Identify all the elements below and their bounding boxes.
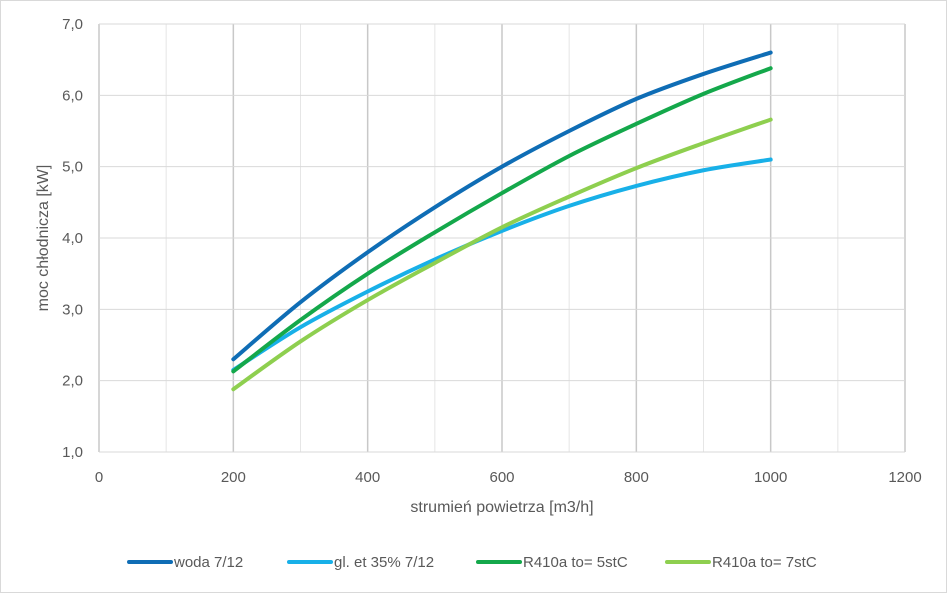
- legend-label: R410a to= 5stC: [523, 554, 628, 571]
- series-line-2: [231, 157, 773, 372]
- legend-item: gl. et 35% 7/12: [287, 554, 434, 571]
- x-tick-label: 400: [355, 469, 380, 486]
- legend-label: woda 7/12: [173, 554, 243, 571]
- series-line-4: [231, 117, 773, 392]
- y-axis-title: moc chłodnicza [kW]: [35, 165, 52, 312]
- legend-item: woda 7/12: [127, 554, 243, 571]
- x-axis-title: strumień powietrza [m3/h]: [410, 499, 593, 516]
- y-tick-label: 1,0: [62, 444, 83, 461]
- legend-item: R410a to= 5stC: [476, 554, 628, 571]
- series-lines: [231, 50, 773, 392]
- y-axis-tick-labels: 1,0 2,0 3,0 4,0 5,0 6,0 7,0: [62, 16, 83, 461]
- gridlines: [98, 23, 906, 453]
- legend-label: R410a to= 7stC: [712, 554, 817, 571]
- y-tick-label: 2,0: [62, 373, 83, 390]
- legend-item: R410a to= 7stC: [665, 554, 817, 571]
- x-tick-label: 1000: [754, 469, 787, 486]
- x-tick-label: 200: [221, 469, 246, 486]
- x-tick-label: 0: [95, 469, 103, 486]
- series-line-1: [231, 50, 773, 362]
- y-tick-label: 7,0: [62, 16, 83, 33]
- x-tick-label: 1200: [888, 469, 921, 486]
- series-line-3: [231, 66, 773, 374]
- legend: woda 7/12 gl. et 35% 7/12 R410a to= 5stC R4…: [127, 554, 817, 571]
- y-tick-label: 5,0: [62, 159, 83, 176]
- y-tick-label: 6,0: [62, 87, 83, 104]
- x-axis-tick-labels: 0 200 400 600 800 1000 1200: [95, 469, 922, 486]
- y-tick-label: 3,0: [62, 301, 83, 318]
- y-tick-label: 4,0: [62, 230, 83, 247]
- x-tick-label: 600: [489, 469, 514, 486]
- legend-label: gl. et 35% 7/12: [334, 554, 434, 571]
- x-tick-label: 800: [624, 469, 649, 486]
